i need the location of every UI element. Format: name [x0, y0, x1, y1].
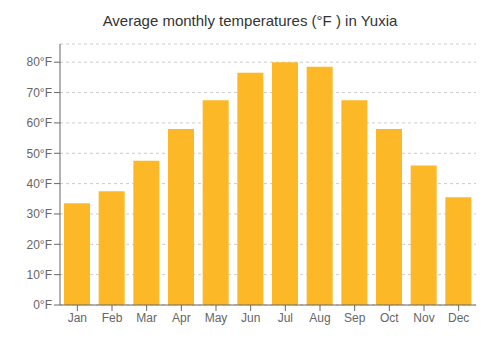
svg-text:Nov: Nov — [413, 311, 434, 325]
svg-text:Dec: Dec — [448, 311, 469, 325]
svg-text:Sep: Sep — [344, 311, 366, 325]
svg-text:80°F: 80°F — [27, 55, 52, 69]
svg-text:Feb: Feb — [102, 311, 123, 325]
svg-text:70°F: 70°F — [27, 86, 52, 100]
svg-text:Oct: Oct — [380, 311, 399, 325]
svg-text:10°F: 10°F — [27, 268, 52, 282]
svg-text:60°F: 60°F — [27, 116, 52, 130]
svg-text:0°F: 0°F — [33, 298, 52, 312]
svg-text:Apr: Apr — [172, 311, 191, 325]
svg-text:Mar: Mar — [136, 311, 157, 325]
svg-text:30°F: 30°F — [27, 207, 52, 221]
svg-text:Jan: Jan — [68, 311, 87, 325]
svg-text:40°F: 40°F — [27, 177, 52, 191]
svg-text:50°F: 50°F — [27, 147, 52, 161]
svg-text:Aug: Aug — [309, 311, 330, 325]
svg-text:Jun: Jun — [241, 311, 260, 325]
svg-text:20°F: 20°F — [27, 238, 52, 252]
svg-text:Jul: Jul — [278, 311, 293, 325]
html-text:Average monthly temperatures (: Average monthly temperatures (°F ) in Yu… — [102, 12, 398, 29]
svg-text:May: May — [205, 311, 228, 325]
